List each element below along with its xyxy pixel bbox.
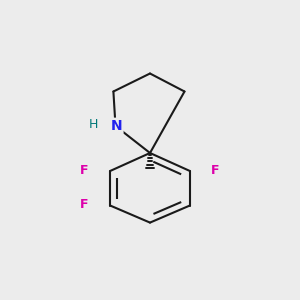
Text: F: F: [80, 198, 88, 211]
Text: N: N: [111, 119, 122, 133]
Text: H: H: [89, 118, 98, 131]
Text: F: F: [80, 164, 88, 177]
Text: F: F: [211, 164, 220, 177]
